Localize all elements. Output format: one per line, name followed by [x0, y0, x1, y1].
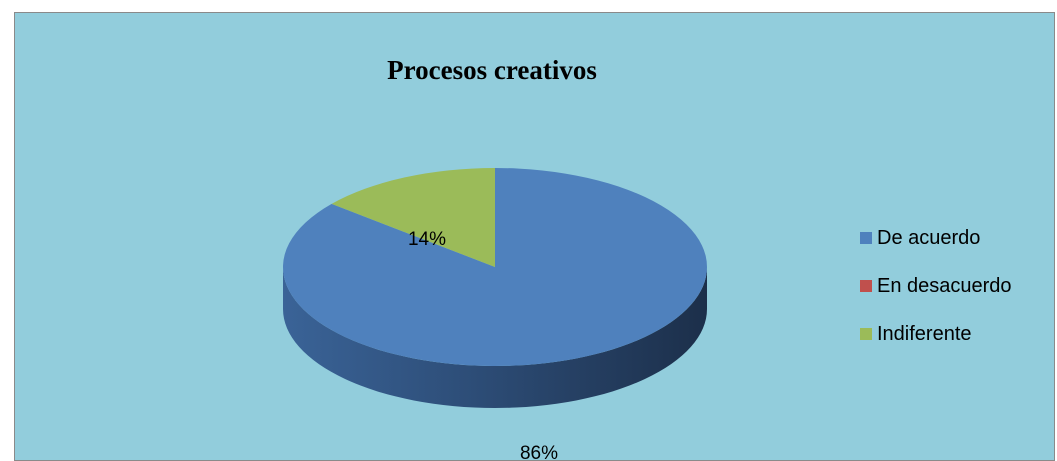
chart-title: Procesos creativos — [387, 55, 597, 85]
legend-swatch-indiferente — [860, 328, 872, 340]
data-label-indiferente: 14% — [408, 229, 446, 250]
legend-label-de-acuerdo: De acuerdo — [877, 227, 980, 249]
data-label-de-acuerdo: 86% — [520, 443, 558, 461]
legend-swatch-de-acuerdo — [860, 232, 872, 244]
legend-swatch-en-desacuerdo — [860, 280, 872, 292]
chart-frame: Procesos creativos 86% 14% De acuerdo En d… — [14, 12, 1055, 461]
pie-group — [282, 168, 708, 408]
data-labels: 86% 14% — [408, 229, 558, 461]
pie-slice-indiferente — [331, 168, 495, 267]
pie-side-wall — [283, 267, 707, 408]
legend-label-indiferente: Indiferente — [877, 323, 972, 345]
legend-label-en-desacuerdo: En desacuerdo — [877, 275, 1012, 297]
pie-chart: Procesos creativos 86% 14% De acuerdo En d… — [15, 13, 1054, 461]
legend: De acuerdo En desacuerdo Indiferente — [860, 227, 1012, 345]
